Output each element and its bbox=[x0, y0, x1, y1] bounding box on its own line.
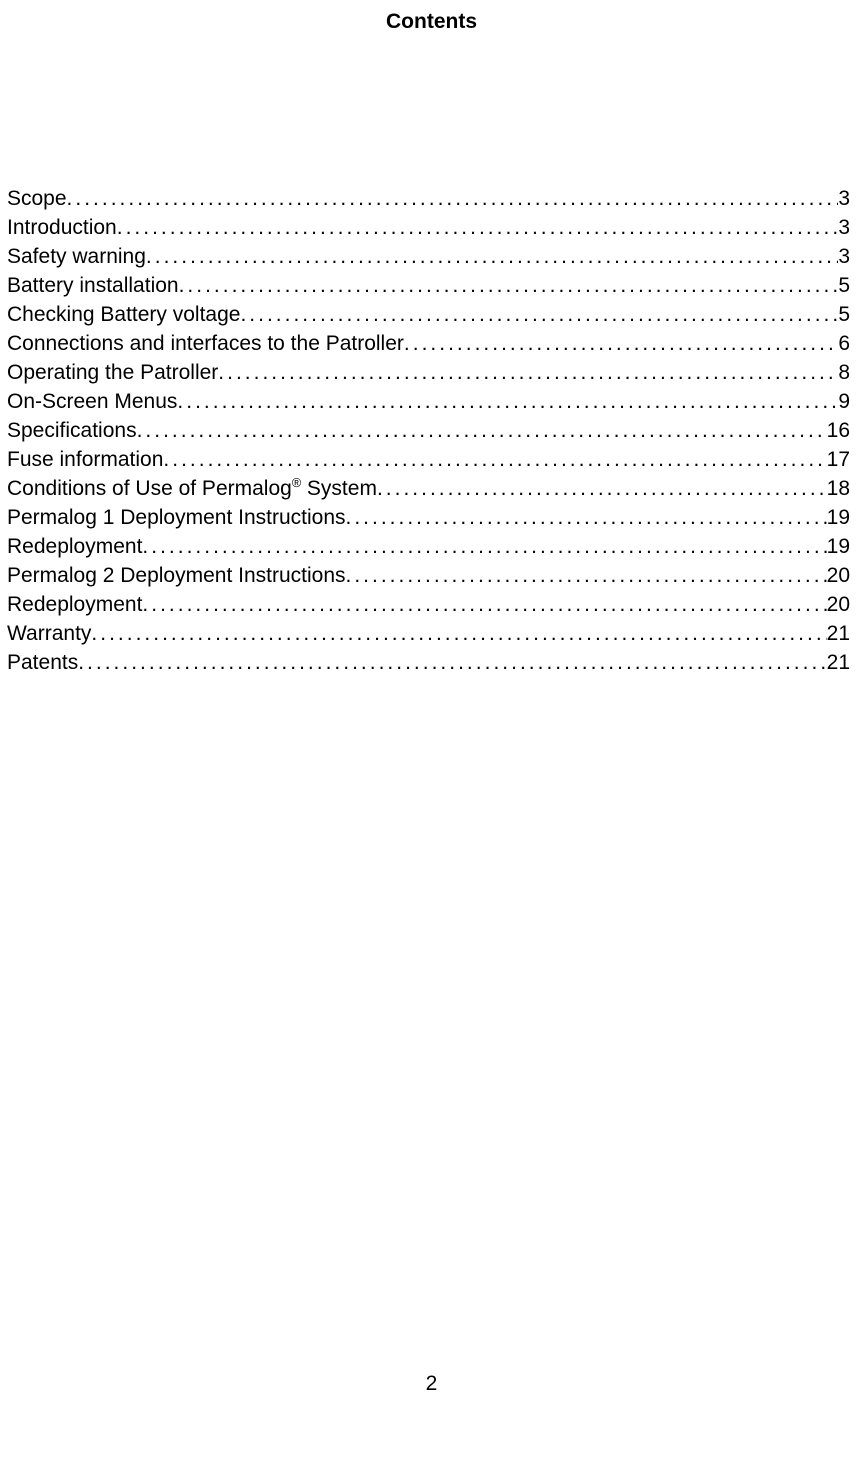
toc-entry-page: 5 bbox=[838, 271, 850, 300]
toc-dots bbox=[346, 561, 827, 590]
toc-entry-title: Warranty bbox=[7, 619, 91, 648]
toc-entry-page: 5 bbox=[838, 300, 850, 329]
toc-entry: Safety warning 3 bbox=[7, 242, 850, 271]
toc-entry: Specifications 16 bbox=[7, 416, 850, 445]
toc-dots bbox=[377, 474, 827, 503]
toc-entry-page: 17 bbox=[827, 445, 850, 474]
toc-title-post: System bbox=[301, 477, 377, 500]
toc-entry-page: 19 bbox=[827, 503, 850, 532]
toc-entry-title: Permalog 2 Deployment Instructions bbox=[7, 561, 346, 590]
toc-dots bbox=[142, 590, 826, 619]
toc-dots bbox=[404, 329, 838, 358]
toc-entry: Redeployment 19 bbox=[7, 532, 850, 561]
page-number: 2 bbox=[0, 1372, 863, 1396]
toc-entry-title: Redeployment bbox=[7, 590, 142, 619]
toc-entry: Introduction 3 bbox=[7, 213, 850, 242]
toc-dots bbox=[142, 532, 826, 561]
toc-entry: Checking Battery voltage 5 bbox=[7, 300, 850, 329]
toc-entry-page: 16 bbox=[827, 416, 850, 445]
toc-entry-page: 20 bbox=[827, 561, 850, 590]
toc-entry-title: Operating the Patroller bbox=[7, 358, 218, 387]
toc-entry-page: 3 bbox=[838, 213, 850, 242]
toc-entry-page: 6 bbox=[838, 329, 850, 358]
toc-entry: Warranty 21 bbox=[7, 619, 850, 648]
toc-entry-page: 18 bbox=[827, 474, 850, 503]
toc-entry-title: Battery installation bbox=[7, 271, 179, 300]
toc-entry-page: 8 bbox=[838, 358, 850, 387]
toc-entry-title: Patents bbox=[7, 648, 78, 677]
toc-dots bbox=[346, 503, 827, 532]
toc-entry-title: On-Screen Menus bbox=[7, 387, 177, 416]
toc-entry-title: Conditions of Use of Permalog® System bbox=[7, 474, 377, 503]
toc-entry-page: 21 bbox=[827, 619, 850, 648]
toc-container: Scope3Introduction 3Safety warning 3Batt… bbox=[0, 184, 863, 677]
toc-entry-title: Introduction bbox=[7, 213, 117, 242]
toc-entry-page: 3 bbox=[838, 242, 850, 271]
toc-dots bbox=[163, 445, 826, 474]
toc-entry-title: Scope bbox=[7, 184, 67, 213]
toc-entry: Battery installation 5 bbox=[7, 271, 850, 300]
toc-dots bbox=[78, 648, 826, 677]
toc-dots bbox=[240, 300, 838, 329]
toc-entry-page: 3 bbox=[838, 184, 850, 213]
toc-entry: Fuse information 17 bbox=[7, 445, 850, 474]
toc-dots bbox=[177, 387, 838, 416]
toc-title-pre: Conditions of Use of Permalog bbox=[7, 477, 292, 500]
toc-entry-page: 9 bbox=[838, 387, 850, 416]
toc-entry-title: Connections and interfaces to the Patrol… bbox=[7, 329, 404, 358]
toc-entry: On-Screen Menus 9 bbox=[7, 387, 850, 416]
toc-entry: Connections and interfaces to the Patrol… bbox=[7, 329, 850, 358]
toc-entry-page: 21 bbox=[827, 648, 850, 677]
toc-dots bbox=[146, 242, 838, 271]
toc-dots bbox=[137, 416, 827, 445]
toc-entry: Operating the Patroller 8 bbox=[7, 358, 850, 387]
toc-entry: Conditions of Use of Permalog® System 18 bbox=[7, 474, 850, 503]
toc-entry-title: Redeployment bbox=[7, 532, 142, 561]
toc-entry-title: Permalog 1 Deployment Instructions bbox=[7, 503, 346, 532]
toc-dots bbox=[218, 358, 838, 387]
toc-entry-title: Fuse information bbox=[7, 445, 163, 474]
toc-entry-page: 20 bbox=[827, 590, 850, 619]
toc-entry-title: Checking Battery voltage bbox=[7, 300, 240, 329]
registered-icon: ® bbox=[292, 476, 301, 490]
toc-dots bbox=[117, 213, 839, 242]
toc-entry: Permalog 1 Deployment Instructions 19 bbox=[7, 503, 850, 532]
toc-entry: Redeployment 20 bbox=[7, 590, 850, 619]
toc-entry: Patents 21 bbox=[7, 648, 850, 677]
toc-entry-title: Safety warning bbox=[7, 242, 146, 271]
toc-dots bbox=[91, 619, 826, 648]
toc-entry: Scope 3 bbox=[7, 184, 850, 213]
toc-entry-title: Specifications bbox=[7, 416, 137, 445]
page-title: Contents bbox=[0, 0, 863, 34]
toc-entry: Permalog 2 Deployment Instructions 20 bbox=[7, 561, 850, 590]
toc-dots bbox=[179, 271, 839, 300]
toc-entry-page: 19 bbox=[827, 532, 850, 561]
toc-dots bbox=[67, 184, 839, 213]
